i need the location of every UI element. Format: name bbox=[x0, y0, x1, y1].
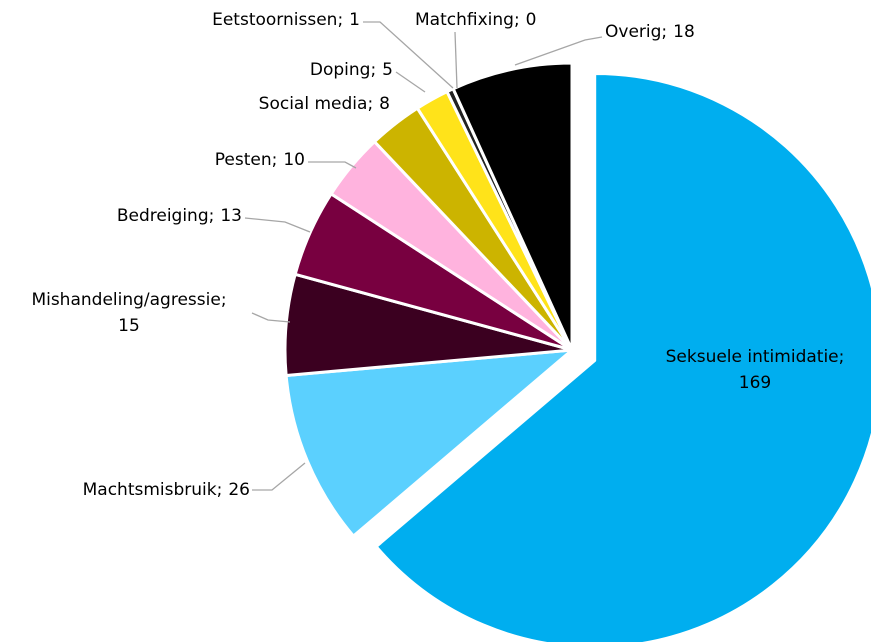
label-name: Doping bbox=[310, 60, 371, 80]
label-value: 26 bbox=[228, 480, 250, 500]
label-separator: ; bbox=[337, 10, 343, 30]
label-separator: ; bbox=[514, 10, 520, 30]
label-value: 0 bbox=[526, 10, 537, 30]
label-name: Matchfixing bbox=[415, 10, 514, 30]
data-label: Overig; 18 bbox=[605, 22, 695, 42]
label-value: 15 bbox=[118, 316, 140, 336]
pie-slice bbox=[284, 348, 574, 538]
leader-line bbox=[363, 21, 454, 89]
data-label: Matchfixing; 0 bbox=[415, 10, 537, 30]
leader-line bbox=[308, 161, 357, 169]
label-name: Eetstoornissen bbox=[212, 10, 337, 30]
label-separator: ; bbox=[272, 150, 278, 170]
leader-line bbox=[251, 312, 291, 323]
label-separator: ; bbox=[661, 22, 667, 42]
leader-line bbox=[395, 71, 426, 93]
label-separator: ; bbox=[367, 94, 373, 114]
label-separator: ; bbox=[839, 347, 845, 367]
label-name: Machtsmisbruik bbox=[83, 480, 217, 500]
leader-line bbox=[454, 31, 458, 89]
label-name: Social media bbox=[259, 94, 368, 114]
pie-slice bbox=[451, 61, 574, 352]
label-name: Bedreiging bbox=[117, 206, 209, 226]
label-value: 5 bbox=[382, 60, 393, 80]
data-label: Eetstoornissen; 1 bbox=[212, 10, 360, 30]
label-value: 18 bbox=[673, 22, 695, 42]
leader-line bbox=[514, 36, 603, 66]
data-label: Pesten; 10 bbox=[215, 150, 305, 170]
label-value: 169 bbox=[739, 373, 771, 393]
label-value: 10 bbox=[283, 150, 305, 170]
pie-slice bbox=[374, 71, 871, 642]
data-label: Doping; 5 bbox=[310, 60, 393, 80]
label-value: 8 bbox=[379, 94, 390, 114]
data-label: Social media; 8 bbox=[259, 94, 390, 114]
label-name: Mishandeling/agressie bbox=[31, 290, 220, 310]
label-value: 13 bbox=[220, 206, 242, 226]
label-separator: ; bbox=[209, 206, 215, 226]
label-separator: ; bbox=[370, 60, 376, 80]
label-value: 1 bbox=[349, 10, 360, 30]
data-label: Bedreiging; 13 bbox=[117, 206, 242, 226]
leader-line bbox=[252, 462, 306, 491]
label-name: Seksuele intimidatie bbox=[666, 347, 839, 367]
label-name: Overig bbox=[605, 22, 661, 42]
leader-line bbox=[244, 217, 311, 233]
data-label: Mishandeling/agressie; 15 bbox=[31, 290, 226, 336]
label-name: Pesten bbox=[215, 150, 272, 170]
data-label: Seksuele intimidatie; 169 bbox=[666, 347, 845, 393]
data-label: Machtsmisbruik; 26 bbox=[83, 480, 250, 500]
label-separator: ; bbox=[221, 290, 227, 310]
label-separator: ; bbox=[217, 480, 223, 500]
